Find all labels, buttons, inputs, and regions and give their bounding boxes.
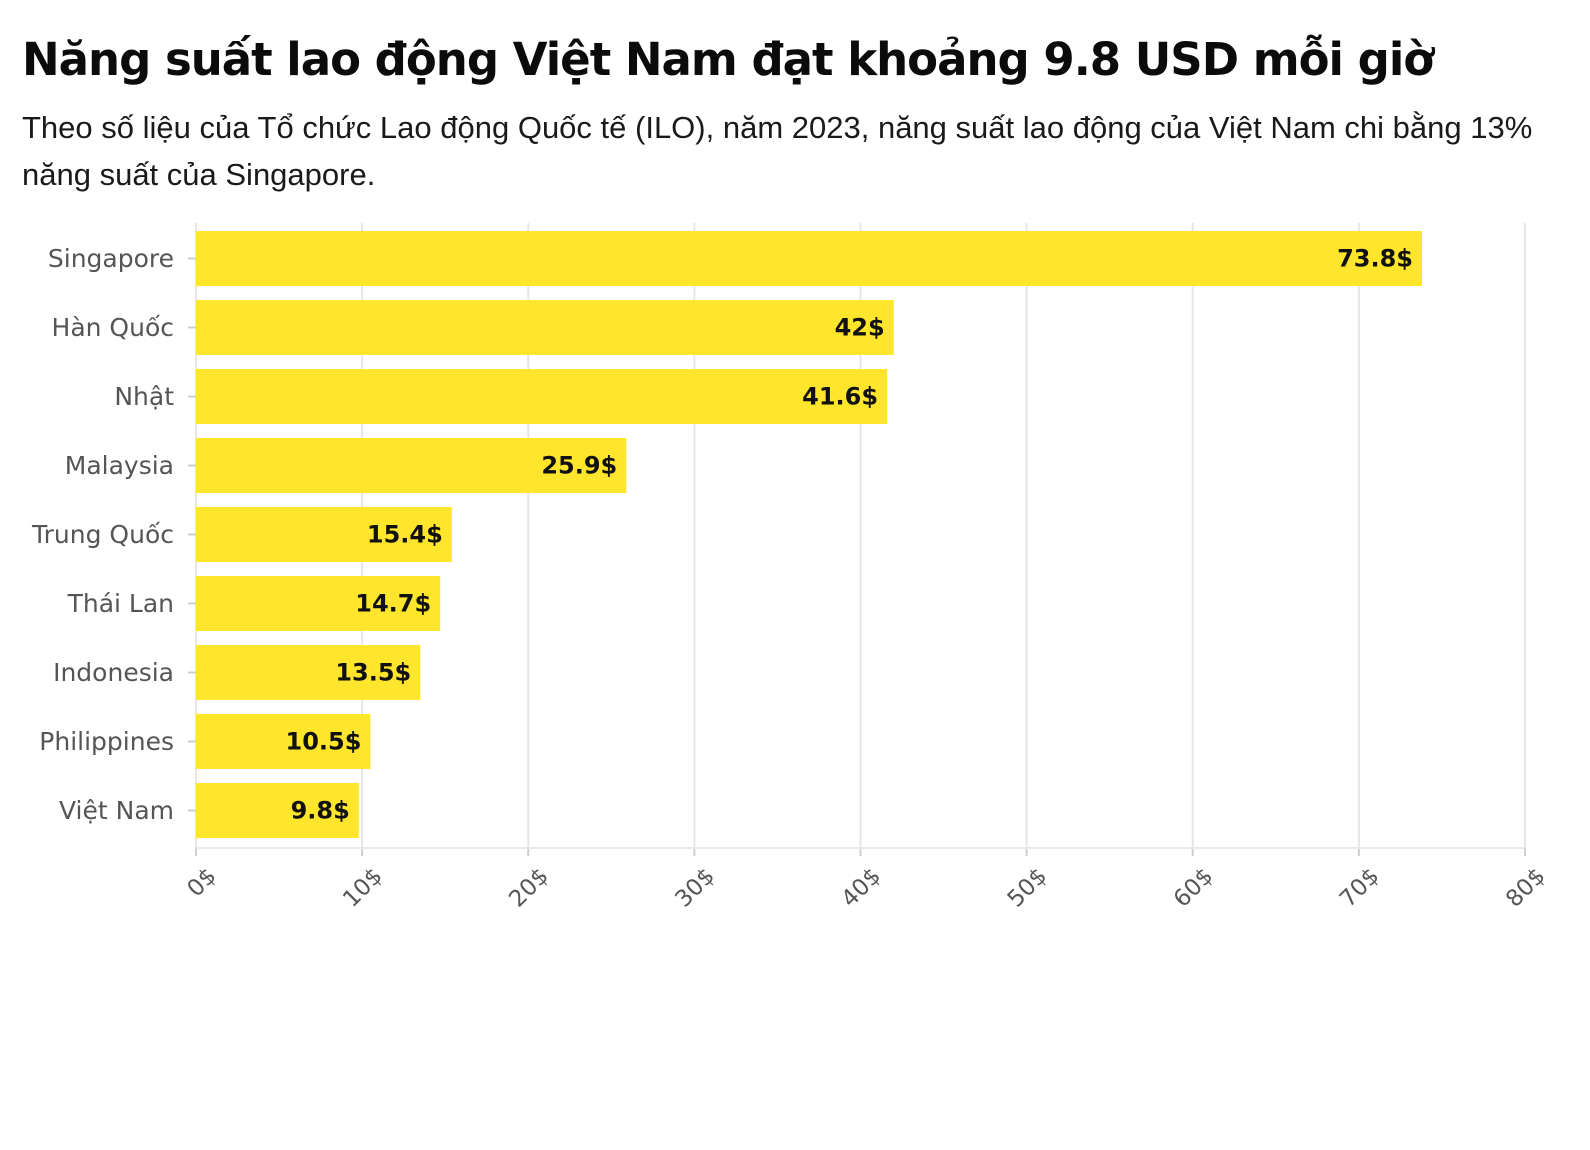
bar (196, 231, 1423, 286)
bar (196, 507, 452, 562)
data-label: 42$ (835, 314, 885, 342)
x-tick-label: 30$ (671, 863, 720, 912)
category-label: Thái Lan (67, 589, 174, 618)
data-label: 14.7$ (355, 590, 431, 618)
category-label: Philippines (39, 727, 174, 756)
bar (196, 576, 441, 631)
chart-title: Năng suất lao động Việt Nam đạt khoảng 9… (22, 33, 1434, 86)
x-tick-label: 60$ (1169, 863, 1218, 912)
x-tick-label: 20$ (504, 863, 553, 912)
category-label: Malaysia (65, 451, 174, 480)
x-tick-label: 70$ (1335, 863, 1384, 912)
x-tick-label: 80$ (1501, 863, 1550, 912)
bar-layer: 73.8$ 42$ 41.6$ 25.9$ 15.4$ 14.7$ 13.5$ 10.5$ 9.… (196, 231, 1423, 838)
x-tick-label: 50$ (1003, 863, 1052, 912)
data-label: 73.8$ (1337, 245, 1413, 273)
bar (196, 783, 359, 838)
data-label: 41.6$ (802, 383, 878, 411)
bar (196, 438, 627, 493)
bar (196, 714, 371, 769)
category-label: Việt Nam (59, 796, 174, 825)
category-label: Singapore (48, 244, 174, 273)
data-label: 9.8$ (291, 797, 350, 825)
bar (196, 645, 421, 700)
category-label: Indonesia (53, 658, 174, 687)
x-tick-label: 10$ (338, 863, 387, 912)
bar (196, 369, 888, 424)
category-label: Hàn Quốc (52, 313, 174, 342)
category-label: Nhật (114, 382, 174, 411)
data-label: 15.4$ (367, 521, 443, 549)
category-label: Trung Quốc (31, 520, 174, 549)
data-label: 10.5$ (286, 728, 362, 756)
data-label: 25.9$ (541, 452, 617, 480)
data-label: 13.5$ (335, 659, 411, 687)
x-tick-label: 0$ (182, 863, 221, 902)
chart-subtitle: Theo số liệu của Tổ chức Lao động Quốc t… (22, 110, 1533, 192)
bar (196, 300, 894, 355)
x-tick-label: 40$ (837, 863, 886, 912)
